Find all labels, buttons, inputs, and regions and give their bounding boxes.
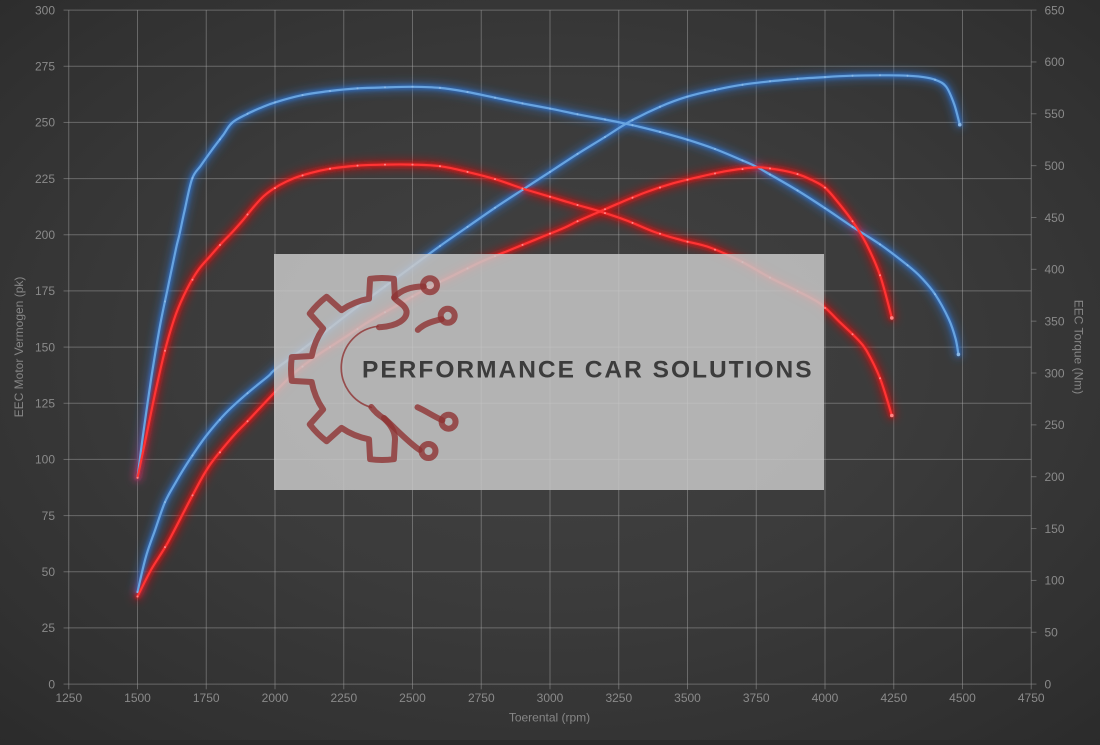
svg-text:2250: 2250 [330, 691, 357, 705]
svg-text:75: 75 [42, 509, 56, 523]
svg-text:650: 650 [1045, 3, 1065, 17]
svg-text:1750: 1750 [193, 691, 220, 705]
svg-text:3000: 3000 [537, 691, 564, 705]
svg-text:150: 150 [1045, 522, 1065, 536]
svg-text:1500: 1500 [124, 691, 151, 705]
svg-text:600: 600 [1045, 55, 1065, 69]
svg-text:1250: 1250 [55, 691, 82, 705]
svg-text:275: 275 [35, 60, 55, 74]
svg-text:150: 150 [35, 340, 55, 354]
svg-text:2750: 2750 [468, 691, 495, 705]
svg-text:50: 50 [1045, 626, 1059, 640]
svg-text:0: 0 [48, 677, 55, 691]
svg-text:100: 100 [1045, 574, 1065, 588]
svg-text:100: 100 [35, 453, 55, 467]
svg-text:300: 300 [1045, 366, 1065, 380]
svg-text:3250: 3250 [605, 691, 632, 705]
svg-text:300: 300 [35, 3, 55, 17]
svg-text:EEC Motor Vermogen (pk): EEC Motor Vermogen (pk) [12, 277, 26, 418]
svg-text:25: 25 [42, 621, 56, 635]
svg-text:0: 0 [1045, 677, 1052, 691]
svg-text:250: 250 [1045, 418, 1065, 432]
svg-text:EEC Torque (Nm): EEC Torque (Nm) [1072, 300, 1086, 394]
svg-text:225: 225 [35, 172, 55, 186]
svg-text:50: 50 [42, 565, 56, 579]
svg-text:4000: 4000 [812, 691, 839, 705]
svg-text:175: 175 [35, 284, 55, 298]
svg-text:4250: 4250 [880, 691, 907, 705]
svg-text:4500: 4500 [949, 691, 976, 705]
svg-text:2500: 2500 [399, 691, 426, 705]
svg-text:3750: 3750 [743, 691, 770, 705]
svg-text:550: 550 [1045, 107, 1065, 121]
svg-text:2000: 2000 [262, 691, 289, 705]
svg-text:3500: 3500 [674, 691, 701, 705]
svg-text:PERFORMANCE CAR SOLUTIONS: PERFORMANCE CAR SOLUTIONS [362, 357, 814, 384]
svg-text:250: 250 [35, 116, 55, 130]
svg-text:500: 500 [1045, 159, 1065, 173]
svg-text:200: 200 [1045, 470, 1065, 484]
svg-text:450: 450 [1045, 211, 1065, 225]
svg-text:400: 400 [1045, 263, 1065, 277]
svg-text:4750: 4750 [1018, 691, 1045, 705]
svg-text:125: 125 [35, 397, 55, 411]
svg-text:200: 200 [35, 228, 55, 242]
svg-text:350: 350 [1045, 315, 1065, 329]
svg-text:Toerental (rpm): Toerental (rpm) [509, 711, 590, 725]
